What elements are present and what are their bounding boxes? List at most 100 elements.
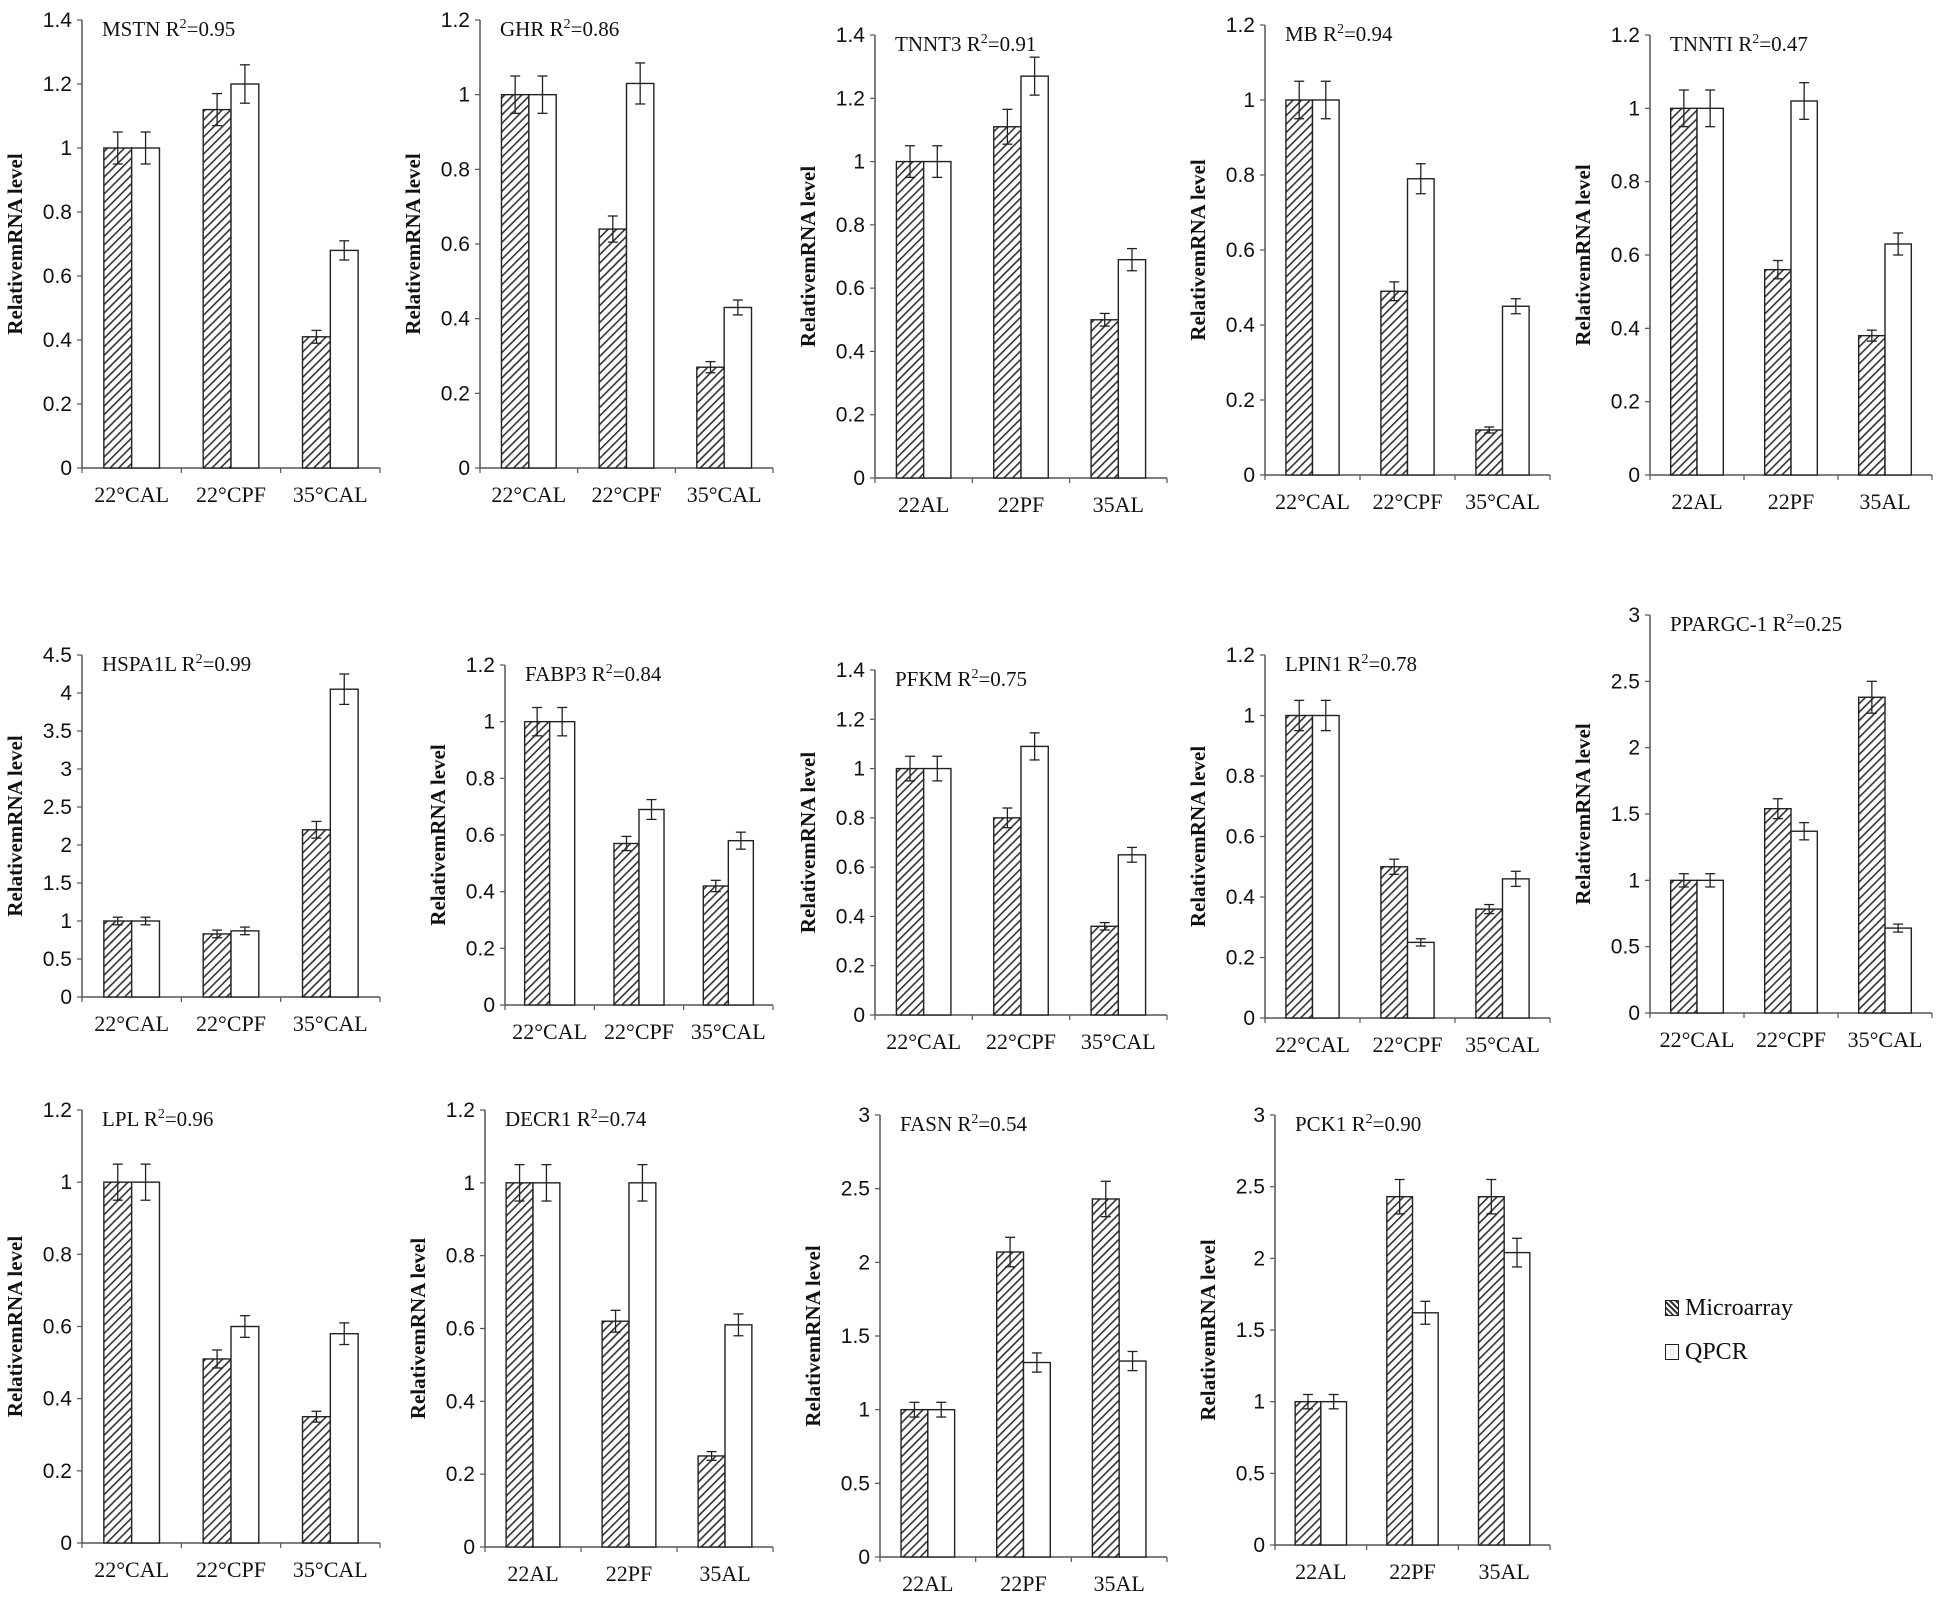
x-tick-label: 22°CAL bbox=[94, 482, 169, 507]
title-gene: LPL bbox=[102, 1107, 144, 1131]
y-tick-label: 0 bbox=[1628, 1002, 1640, 1025]
bar-microarray bbox=[697, 1455, 726, 1548]
y-tick-label: 1.2 bbox=[1226, 14, 1255, 37]
y-tick-label: 0 bbox=[463, 1536, 475, 1559]
bar-microarray bbox=[1285, 99, 1314, 476]
x-tick-label: 35°CAL bbox=[1465, 1032, 1540, 1057]
bar-microarray bbox=[696, 366, 725, 469]
x-tick-label: 35AL bbox=[1094, 1571, 1145, 1596]
y-axis-label: RelativemRNA level bbox=[3, 735, 27, 917]
bar-qpcr bbox=[548, 720, 576, 1006]
chart-title: GHR R2=0.86 bbox=[500, 17, 619, 41]
title-gene: MB bbox=[1285, 22, 1323, 46]
chart-panel-lpl: 0 0.2 0.4 0.6 0.8 1 1.2 RelativemRNA level LPL R… bbox=[0, 1080, 395, 1598]
title-r: R bbox=[144, 1107, 158, 1131]
title-gene: DECR1 bbox=[505, 1107, 577, 1131]
y-tick-label: 3 bbox=[1253, 1104, 1265, 1127]
bar-qpcr bbox=[532, 1182, 561, 1548]
title-value: =0.78 bbox=[1368, 652, 1417, 676]
bar-microarray bbox=[598, 228, 628, 469]
title-value: =0.90 bbox=[1373, 1112, 1422, 1136]
y-tick-label: 1 bbox=[463, 1172, 475, 1195]
y-axis-label: RelativemRNA level bbox=[1186, 746, 1210, 928]
x-tick-label: 22°CPF bbox=[196, 482, 266, 507]
title-value: =0.75 bbox=[978, 667, 1027, 691]
y-tick-label: 0.8 bbox=[1226, 765, 1255, 788]
legend-item-microarray: Microarray bbox=[1665, 1295, 1793, 1321]
bar-microarray bbox=[1857, 696, 1886, 1014]
title-value: =0.96 bbox=[165, 1107, 214, 1131]
bar-qpcr bbox=[1790, 830, 1819, 1014]
bar-qpcr bbox=[723, 306, 753, 469]
y-tick-label: 0.8 bbox=[836, 214, 865, 237]
title-r: R bbox=[592, 662, 606, 686]
title-sup: 2 bbox=[1337, 22, 1344, 37]
title-gene: HSPA1L bbox=[102, 652, 182, 676]
y-tick-label: 0 bbox=[1243, 1007, 1255, 1030]
y-tick-label: 1 bbox=[853, 151, 865, 174]
y-tick-label: 1.2 bbox=[836, 708, 865, 731]
y-tick-label: 0.2 bbox=[836, 404, 865, 427]
y-tick-label: 3 bbox=[60, 758, 72, 781]
bar-microarray bbox=[500, 93, 530, 469]
x-tick-label: 22°CAL bbox=[512, 1019, 587, 1044]
y-tick-label: 2.5 bbox=[43, 796, 72, 819]
bar-microarray bbox=[103, 920, 133, 998]
y-tick-label: 0 bbox=[60, 1532, 72, 1555]
chart-svg: 0 0.5 1 1.5 2 2.5 3 3.5 4 4.5 RelativemRNA level HS… bbox=[3, 644, 381, 1036]
y-tick-label: 1 bbox=[60, 910, 72, 933]
y-tick-label: 0.4 bbox=[446, 1390, 476, 1413]
bar-qpcr bbox=[1020, 745, 1049, 1016]
bar-qpcr bbox=[130, 1181, 161, 1544]
title-gene: TNNTI bbox=[1670, 32, 1738, 56]
x-tick-label: 22°CAL bbox=[94, 1557, 169, 1582]
bar-microarray bbox=[523, 720, 551, 1006]
x-tick-label: 35°CAL bbox=[1848, 1027, 1923, 1052]
chart-title: TNNT3 R2=0.91 bbox=[895, 32, 1036, 56]
y-tick-label: 0 bbox=[853, 467, 865, 490]
bar-qpcr bbox=[1022, 1361, 1051, 1558]
y-tick-label: 0.4 bbox=[836, 340, 866, 363]
y-tick-label: 0.4 bbox=[1611, 317, 1641, 340]
bar-microarray bbox=[900, 1408, 929, 1558]
bar-qpcr bbox=[638, 808, 665, 1006]
y-axis-label: RelativemRNA level bbox=[796, 166, 820, 348]
title-gene: PFKM bbox=[895, 667, 957, 691]
y-axis-label: RelativemRNA level bbox=[1196, 1239, 1220, 1421]
x-tick-label: 22°CAL bbox=[886, 1029, 961, 1054]
bar-qpcr bbox=[628, 1182, 657, 1548]
title-sup: 2 bbox=[1366, 1112, 1373, 1127]
chart-svg: 0 0.2 0.4 0.6 0.8 1 1.2 RelativemRNA level DECR1… bbox=[406, 1099, 774, 1586]
y-axis-label: RelativemRNA level bbox=[3, 153, 27, 335]
title-gene: PPARGC-1 bbox=[1670, 612, 1773, 636]
y-tick-label: 0 bbox=[1243, 464, 1255, 487]
y-tick-label: 0.8 bbox=[441, 158, 470, 181]
x-tick-label: 22°CPF bbox=[196, 1011, 266, 1036]
y-tick-label: 3.5 bbox=[43, 720, 72, 743]
chart-svg: 0 0.2 0.4 0.6 0.8 1 1.2 RelativemRNA level LPL R… bbox=[3, 1099, 381, 1582]
y-tick-label: 0.6 bbox=[1226, 826, 1255, 849]
legend-item-qpcr: QPCR bbox=[1665, 1339, 1748, 1365]
chart-svg: 0 0.2 0.4 0.6 0.8 1 1.2 1.4 RelativemRNA level PF… bbox=[796, 659, 1168, 1054]
bar-qpcr bbox=[727, 839, 755, 1006]
bar-microarray bbox=[1285, 714, 1314, 1019]
y-tick-label: 0.2 bbox=[1226, 947, 1255, 970]
bar-microarray bbox=[1090, 319, 1120, 479]
bar-qpcr bbox=[1501, 305, 1530, 476]
y-axis-label: RelativemRNA level bbox=[406, 1238, 430, 1420]
y-tick-label: 0.8 bbox=[446, 1245, 475, 1268]
x-tick-label: 22AL bbox=[507, 1561, 558, 1586]
x-tick-label: 22PF bbox=[1389, 1559, 1435, 1584]
y-axis-label: RelativemRNA level bbox=[1571, 723, 1595, 905]
bar-microarray bbox=[1380, 290, 1409, 476]
chart-panel-ghr: 0 0.2 0.4 0.6 0.8 1 1.2 RelativemRNA level GHR R… bbox=[395, 0, 785, 535]
y-tick-label: 1.2 bbox=[466, 654, 495, 677]
y-tick-label: 0.6 bbox=[1611, 244, 1640, 267]
bar-qpcr bbox=[130, 147, 161, 469]
bar-qpcr bbox=[1020, 75, 1049, 479]
y-tick-label: 0 bbox=[60, 986, 72, 1009]
y-tick-label: 1 bbox=[1243, 89, 1255, 112]
title-sup: 2 bbox=[564, 17, 571, 32]
x-tick-label: 22AL bbox=[1671, 489, 1722, 514]
y-tick-label: 0.8 bbox=[1611, 171, 1640, 194]
